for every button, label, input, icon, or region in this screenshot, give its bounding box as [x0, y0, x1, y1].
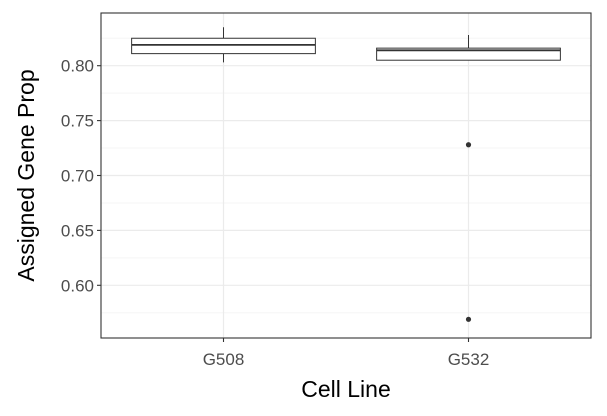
boxes [131, 27, 561, 322]
box-iqr [131, 37, 316, 55]
x-tick-label: G532 [448, 350, 490, 369]
y-tick-label: 0.75 [61, 112, 94, 131]
grid [101, 13, 591, 338]
y-axis: 0.60 0.65 0.70 0.75 0.80 [61, 57, 101, 295]
y-axis-title: Assigned Gene Prop [13, 69, 39, 281]
x-axis: G508 G532 [203, 338, 490, 369]
x-tick-label: G508 [203, 350, 245, 369]
y-tick-label: 0.60 [61, 276, 94, 295]
outlier-point [465, 316, 472, 322]
y-tick-label: 0.65 [61, 221, 94, 240]
outlier-point [465, 142, 472, 148]
x-axis-title: Cell Line [301, 376, 391, 402]
y-tick-label: 0.70 [61, 167, 94, 186]
box-G508 [131, 27, 316, 63]
y-tick-label: 0.80 [61, 57, 94, 76]
box-G532 [376, 34, 561, 322]
